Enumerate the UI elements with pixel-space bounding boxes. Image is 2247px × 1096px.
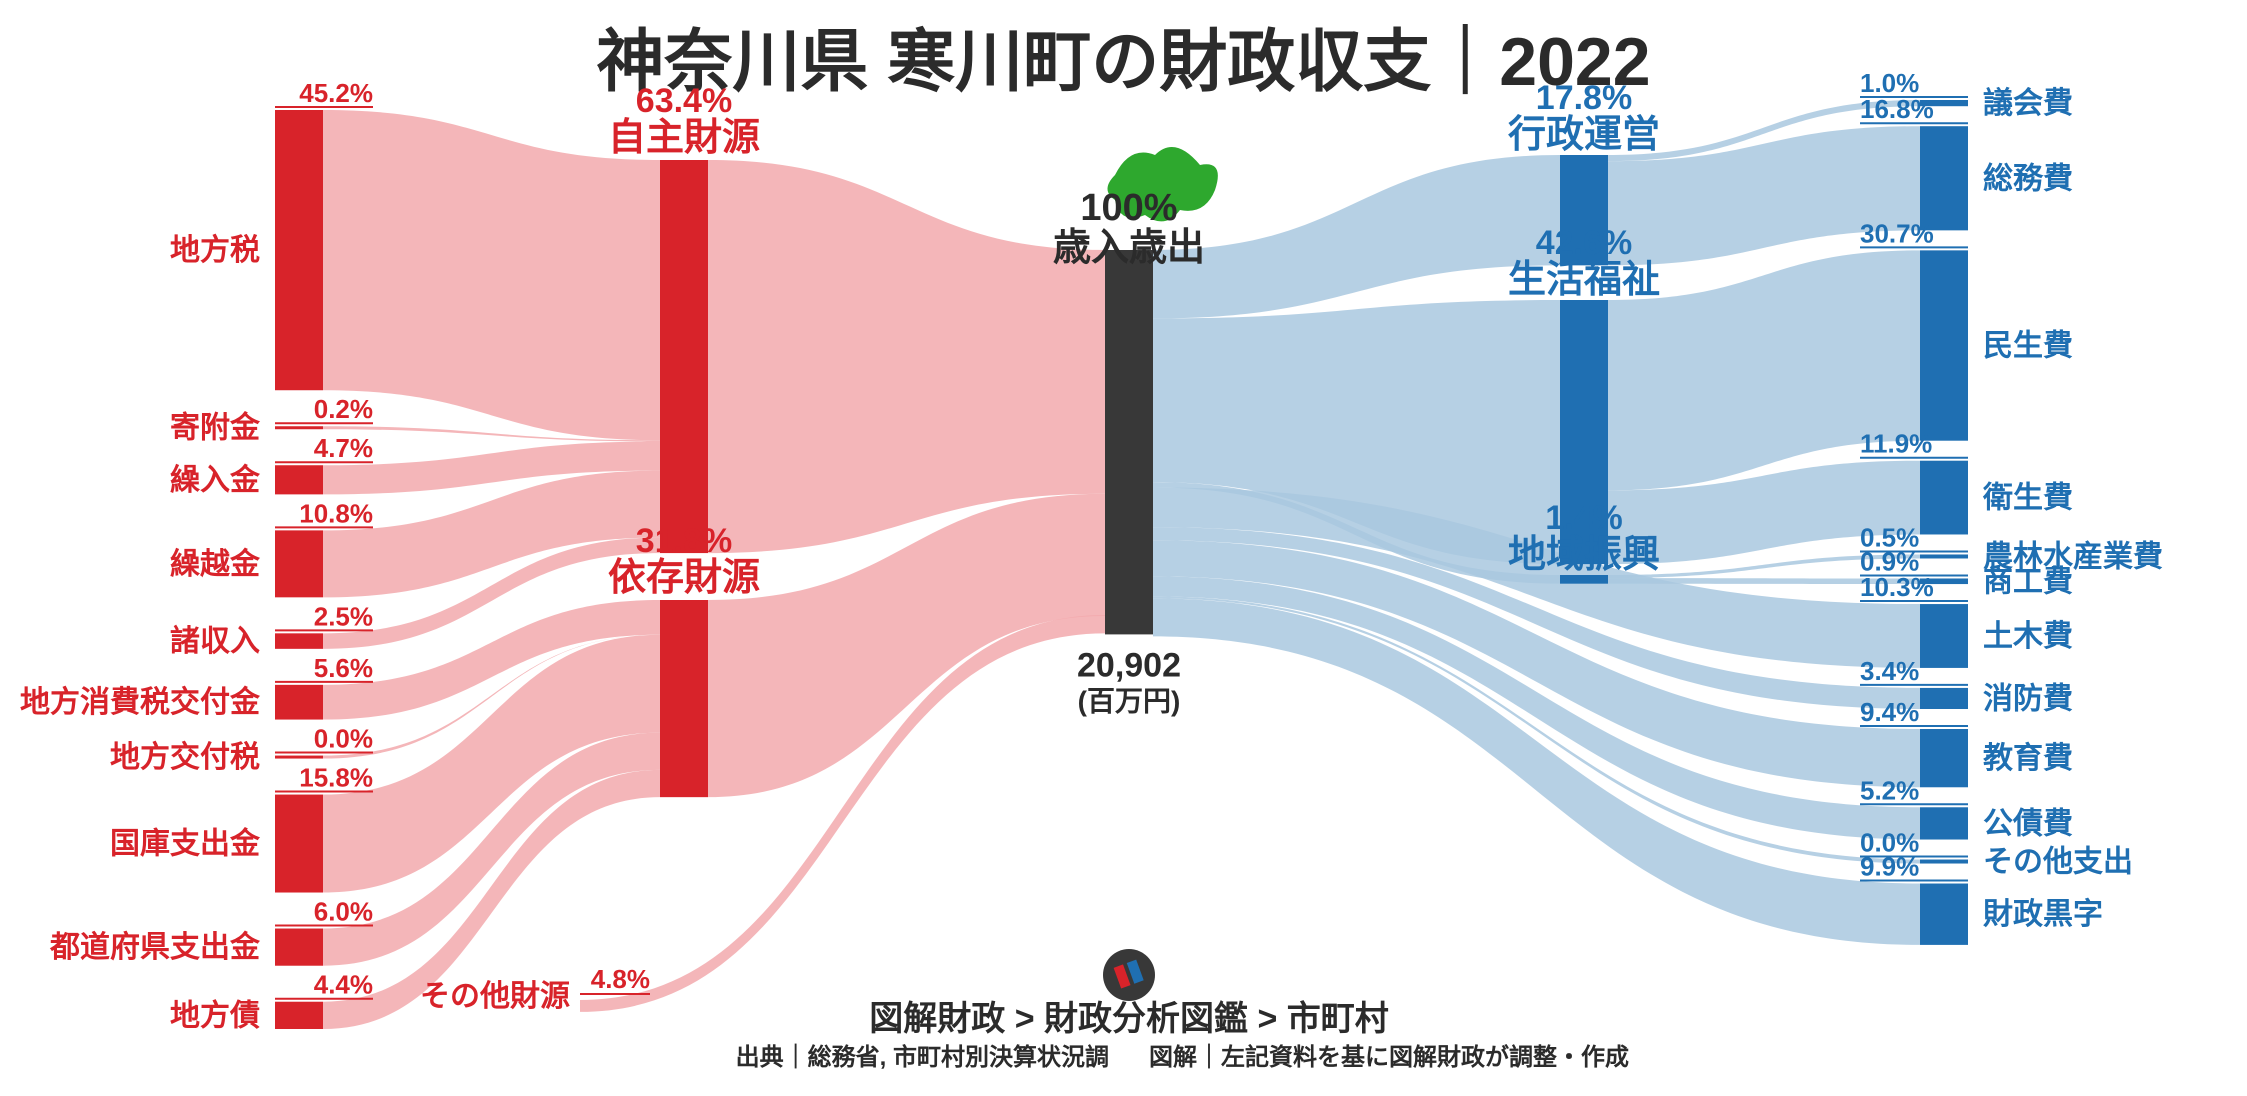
revenue-leaf-label: 繰入金 [170, 463, 261, 497]
node-revenue-group [660, 600, 708, 797]
node-expend-leaf [1920, 126, 1968, 230]
center-amount: 20,902 [1077, 646, 1181, 684]
revenue-group-label: 自主財源 [608, 117, 760, 159]
expend-leaf-label: その他支出 [1983, 846, 2133, 879]
revenue-leaf-label: 地方消費税交付金 [20, 685, 261, 719]
revenue-leaf-pct: 4.4% [314, 970, 373, 1000]
node-revenue-leaf [275, 1002, 323, 1029]
revenue-other-label: その他財源 [420, 980, 570, 1013]
revenue-leaf-label: 諸収入 [170, 624, 260, 658]
revenue-leaf-label: 寄附金 [170, 411, 261, 445]
node-revenue-leaf [275, 426, 323, 429]
node-revenue-group [660, 160, 708, 553]
revenue-group-label: 依存財源 [608, 557, 760, 599]
node-revenue-leaf [275, 110, 323, 390]
expend-leaf-label: 衛生費 [1982, 482, 2073, 515]
node-revenue-leaf [275, 929, 323, 966]
node-expend-leaf [1920, 807, 1968, 839]
revenue-leaf-pct: 2.5% [314, 601, 373, 631]
expend-group-pct: 17.8% [1536, 79, 1632, 117]
expend-group-pct: 42.6% [1536, 224, 1632, 262]
expend-leaf-label: 商工費 [1983, 565, 2073, 598]
node-expend-leaf [1920, 250, 1968, 440]
expend-leaf-pct: 10.3% [1860, 572, 1934, 602]
node-expend-leaf [1920, 688, 1968, 709]
expend-group-label: 行政運営 [1508, 114, 1660, 156]
node-expend-leaf [1920, 884, 1968, 945]
expend-group-label: 生活福祉 [1508, 259, 1660, 301]
expend-leaf-pct: 11.9% [1860, 429, 1932, 459]
expend-leaf-label: 財政黒字 [1983, 897, 2103, 931]
revenue-leaf-label: 都道府県支出金 [49, 930, 261, 964]
revenue-leaf-label: 繰越金 [170, 547, 261, 581]
revenue-group-pct: 31.8% [636, 522, 732, 560]
expend-group-pct: 1.4% [1545, 499, 1623, 537]
node-revenue-leaf [275, 795, 323, 893]
revenue-group-pct: 63.4% [636, 82, 732, 120]
node-expend-leaf [1920, 604, 1968, 668]
revenue-leaf-label: 地方税 [170, 233, 260, 267]
expend-leaf-pct: 30.7% [1860, 218, 1934, 248]
expend-leaf-pct: 16.8% [1860, 94, 1934, 124]
credit-figure: 図解｜左記資料を基に図解財政が調整・作成 [1149, 1043, 1629, 1071]
node-center [1105, 250, 1153, 634]
node-revenue-leaf [275, 633, 323, 649]
revenue-leaf-pct: 6.0% [314, 897, 373, 927]
expend-leaf-label: 公債費 [1983, 807, 2073, 840]
revenue-leaf-pct: 10.8% [299, 498, 373, 528]
node-revenue-leaf [275, 685, 323, 720]
breadcrumb: 図解財政 > 財政分析図鑑 > 市町村 [869, 999, 1389, 1038]
node-expend-leaf [1920, 554, 1968, 558]
node-revenue-leaf [275, 465, 323, 494]
revenue-leaf-pct: 0.0% [314, 724, 373, 754]
node-revenue-leaf [275, 756, 323, 759]
node-expend-group [1560, 575, 1608, 584]
revenue-leaf-label: 地方交付税 [110, 740, 260, 774]
center-unit: (百万円) [1078, 685, 1181, 716]
revenue-other-pct: 4.8% [591, 964, 650, 994]
revenue-leaf-pct: 45.2% [299, 78, 373, 108]
expend-leaf-label: 土木費 [1983, 620, 2073, 653]
center-pct: 100% [1080, 187, 1177, 229]
expend-leaf-pct: 3.4% [1860, 656, 1919, 686]
expend-leaf-pct: 9.4% [1860, 697, 1919, 727]
expend-leaf-pct: 5.2% [1860, 775, 1919, 805]
revenue-leaf-pct: 4.7% [314, 433, 373, 463]
revenue-leaf-pct: 0.2% [314, 394, 373, 424]
node-expend-leaf [1920, 729, 1968, 787]
revenue-leaf-pct: 5.6% [314, 653, 373, 683]
node-expend-leaf [1920, 461, 1968, 535]
expend-leaf-label: 総務費 [1983, 161, 2073, 195]
expend-leaf-label: 民生費 [1983, 330, 2073, 363]
expend-leaf-label: 消防費 [1983, 682, 2073, 715]
expend-group-label: 地域振興 [1508, 534, 1660, 576]
revenue-leaf-label: 国庫支出金 [110, 827, 261, 861]
logo-icon [1103, 949, 1155, 1001]
flow-revenue-group [708, 160, 1105, 553]
chart-title: 神奈川県 寒川町の財政収支｜2022 [596, 23, 1650, 100]
revenue-leaf-pct: 15.8% [299, 763, 373, 793]
expend-leaf-pct: 9.9% [1860, 852, 1919, 882]
node-expend-leaf [1920, 860, 1968, 864]
expend-leaf-label: 教育費 [1983, 741, 2073, 775]
flow-revenue-leaf [323, 110, 660, 440]
credit-source: 出典｜総務省, 市町村別決算状況調 [736, 1043, 1109, 1071]
center-label: 歳入歳出 [1053, 227, 1205, 269]
sankey-chart: 神奈川県 寒川町の財政収支｜2022 45.2% 地方税 0.2% 寄附金 4.7% 繰入金… [0, 0, 2247, 1096]
node-revenue-leaf [275, 530, 323, 597]
revenue-leaf-label: 地方債 [170, 998, 260, 1032]
expend-leaf-label: 議会費 [1983, 87, 2073, 120]
